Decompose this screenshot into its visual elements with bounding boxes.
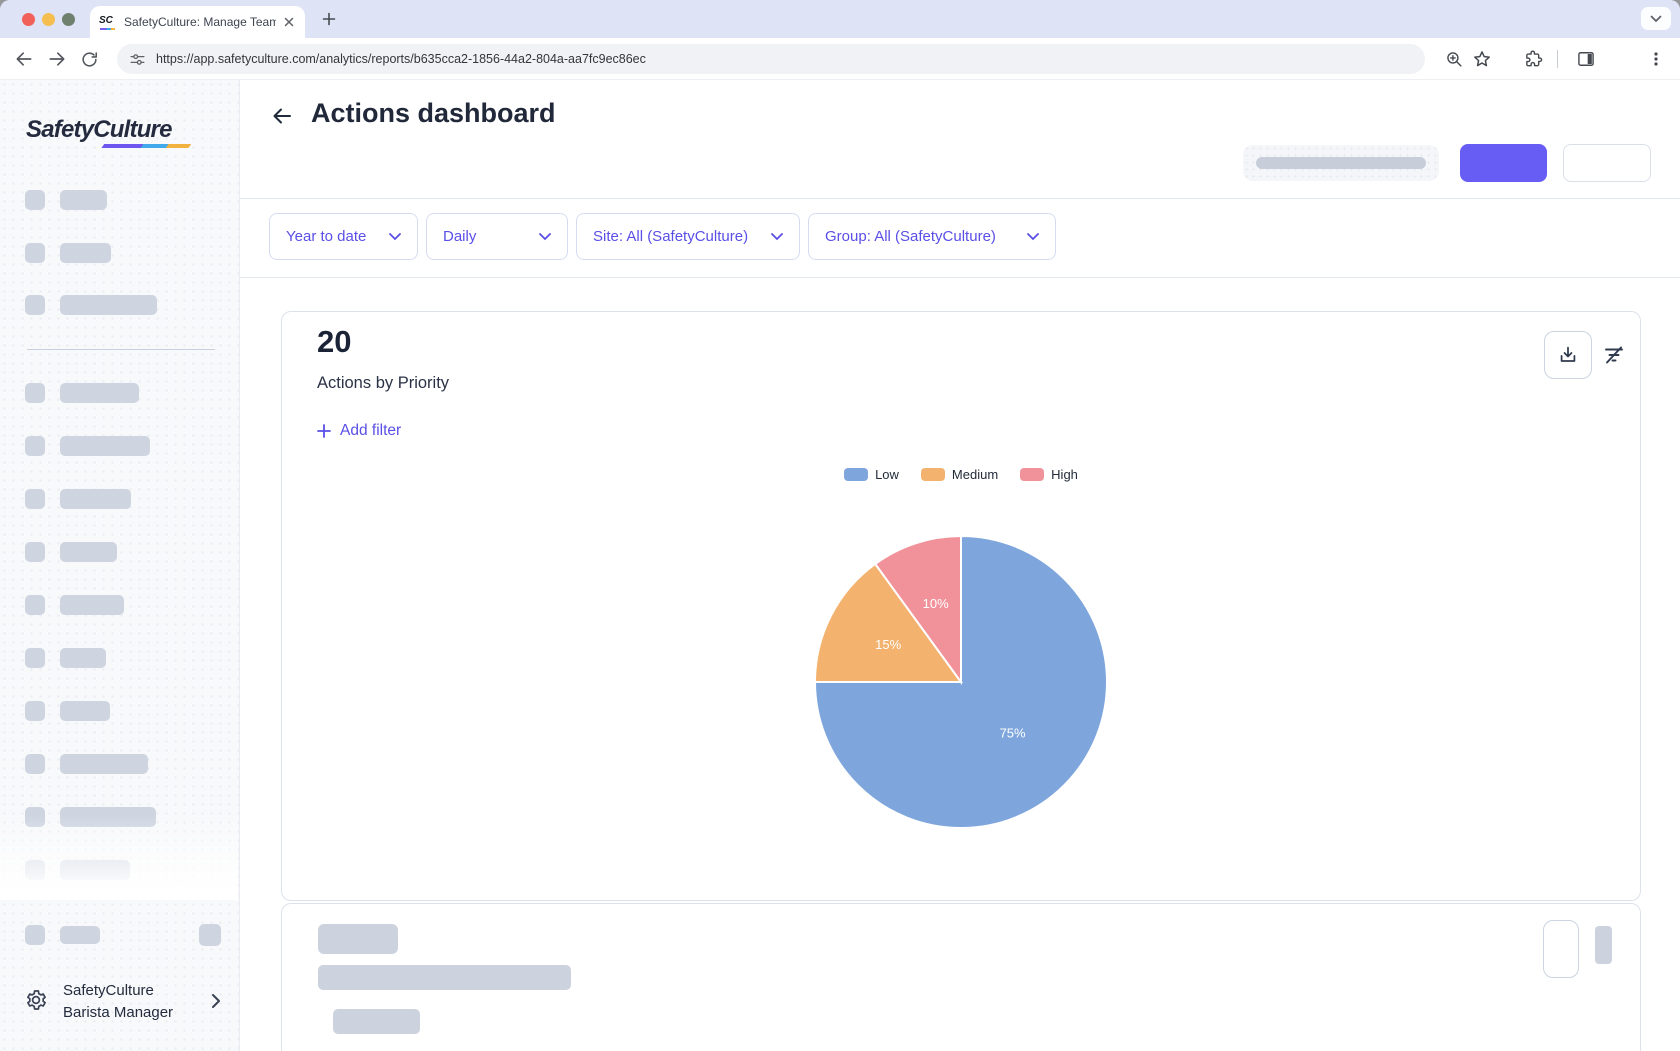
sidebar-skeleton-row [0,243,240,263]
loading-card [281,903,1641,1051]
group-filter[interactable]: Group: All (SafetyCulture) [808,213,1056,260]
sidebar-skeleton-row [0,754,240,774]
site-filter[interactable]: Site: All (SafetyCulture) [576,213,800,260]
legend-swatch [1020,468,1045,481]
legend-item-low[interactable]: Low [844,467,899,482]
pie-slice-high[interactable] [873,534,962,686]
app-content: SafetyCulture [0,80,1680,1051]
filter-off-icon[interactable] [1601,342,1627,368]
pie-slice-medium[interactable] [813,562,963,683]
pie-chart: 75% 15% 10% [813,534,1108,829]
sidebar-skeleton-row [0,542,240,562]
logo-swoosh [101,144,192,148]
tab-search-button[interactable] [1641,7,1671,30]
legend-swatch [920,468,945,481]
zoom-in-icon[interactable] [1443,48,1465,70]
pie-data-label: 10% [923,596,949,611]
settings-gear-icon[interactable] [24,988,48,1017]
safetyculture-logo: SafetyCulture [26,116,172,143]
back-icon[interactable] [13,48,35,70]
filter-bar: Year to date Daily Site: All (SafetyCult… [269,213,1056,260]
legend-swatch [844,468,869,481]
download-icon [1560,346,1576,362]
chevron-down-icon [1027,232,1039,240]
chevron-right-icon[interactable] [210,993,222,1014]
secondary-action-button[interactable] [1563,144,1651,182]
header-divider [240,198,1680,199]
skeleton-square [1595,926,1612,964]
skeleton-pill [318,924,398,954]
sidebar-skeleton-row [0,648,240,668]
chevron-down-icon [539,232,551,240]
url-bar[interactable]: https://app.safetyculture.com/analytics/… [117,44,1425,74]
primary-action-button[interactable] [1460,144,1547,182]
sidebar-skeleton-row [0,383,240,403]
skeleton-bar [318,965,571,990]
reload-icon[interactable] [78,48,100,70]
legend-label: Low [875,467,899,482]
safetyculture-favicon: SC [99,14,117,30]
org-name-line1: SafetyCulture [63,982,154,999]
actions-by-priority-card: 20 Actions by Priority Add filter Low Me [281,311,1641,901]
browser-tab-strip: SC SafetyCulture: Manage Teams and... [0,0,1680,38]
browser-menu-icon[interactable] [1645,48,1667,70]
org-name-line2: Barista Manager [63,1004,174,1021]
skeleton-button [1543,920,1579,978]
back-arrow-button[interactable] [268,102,296,130]
sidebar-bottom-section: SafetyCulture Barista Manager [0,900,238,1051]
pie-chart-container[interactable]: 75% 15% 10% [813,534,1109,830]
sidebar: SafetyCulture [0,80,240,1051]
browser-toolbar: https://app.safetyculture.com/analytics/… [0,38,1680,113]
legend-item-high[interactable]: High [1020,467,1078,482]
window-close-button[interactable] [22,13,35,26]
sidebar-skeleton-row [0,701,240,721]
chevron-down-icon [771,232,783,240]
header-skeleton [1243,145,1439,181]
tab-close-icon[interactable] [282,15,296,29]
tab-title: SafetyCulture: Manage Teams and... [124,15,276,29]
forward-icon[interactable] [46,48,68,70]
pie-data-label: 75% [1000,726,1026,741]
legend-label: High [1051,467,1078,482]
extensions-icon[interactable] [1522,48,1544,70]
filter-bar-divider [240,277,1680,278]
sidebar-divider [27,349,215,350]
bookmark-star-icon[interactable] [1471,48,1493,70]
url-text: https://app.safetyculture.com/analytics/… [156,52,646,66]
add-filter-button[interactable]: Add filter [317,422,401,440]
window-zoom-button[interactable] [62,13,75,26]
legend-item-medium[interactable]: Medium [920,467,999,482]
page-title: Actions dashboard [311,98,556,128]
pie-data-label: 15% [875,637,901,652]
sidebar-skeleton-row [0,436,240,456]
card-title: Actions by Priority [317,374,450,392]
main-content: Actions dashboard Year to date Daily Sit… [240,80,1680,1051]
sidebar-skeleton-row [0,190,240,210]
sidebar-skeleton-row [0,595,240,615]
sidebar-skeleton-row [0,489,240,509]
sidebar-skeleton-row [0,295,240,315]
side-panel-icon[interactable] [1575,48,1597,70]
sidebar-skeleton-square [199,924,221,946]
skeleton-bar [333,1009,420,1034]
sidebar-skeleton-icon [25,925,45,945]
toolbar-separator [1557,50,1558,68]
interval-filter[interactable]: Daily [426,213,568,260]
sidebar-fade [0,815,238,900]
chevron-down-icon [389,232,401,240]
window-minimize-button[interactable] [42,13,55,26]
date-range-filter[interactable]: Year to date [269,213,418,260]
download-button[interactable] [1544,331,1592,379]
new-tab-button[interactable] [320,10,338,28]
actions-count: 20 [317,324,352,359]
chart-legend: Low Medium High [282,467,1640,482]
browser-tab[interactable]: SC SafetyCulture: Manage Teams and... [90,6,305,38]
org-switcher[interactable]: SafetyCulture Barista Manager [63,980,173,1024]
site-settings-icon[interactable] [129,51,146,68]
sidebar-skeleton-bar [60,926,100,944]
plus-icon [317,424,331,438]
legend-label: Medium [951,467,999,482]
